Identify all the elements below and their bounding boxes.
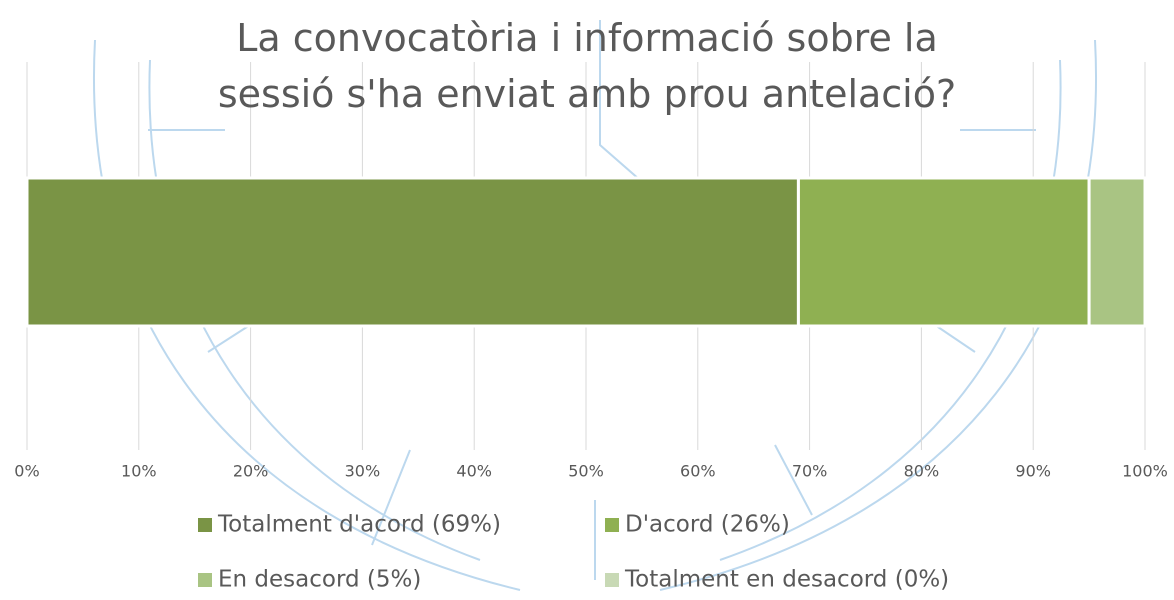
x-tick-label: 90% (1015, 462, 1051, 481)
x-tick-label: 10% (121, 462, 157, 481)
legend-marker (605, 573, 619, 587)
bar-segment (796, 176, 1091, 328)
watermark (93, 20, 1097, 591)
x-tick-label: 40% (456, 462, 492, 481)
legend-label: En desacord (5%) (218, 567, 421, 593)
chart-title: La convocatòria i informació sobre la se… (217, 16, 957, 116)
x-tick-label: 50% (568, 462, 604, 481)
x-tick-label: 30% (345, 462, 381, 481)
legend-marker (198, 573, 212, 587)
legend-label: D'acord (26%) (625, 512, 790, 538)
x-tick-label: 60% (680, 462, 716, 481)
bar-segment (1087, 176, 1147, 328)
x-tick-label: 100% (1122, 462, 1168, 481)
x-tick-label: 70% (792, 462, 828, 481)
x-tick-label: 20% (233, 462, 269, 481)
x-tick-label: 80% (904, 462, 940, 481)
legend-label: Totalment d'acord (69%) (217, 512, 501, 538)
legend-marker (198, 518, 212, 532)
bar-segment (25, 176, 800, 328)
x-tick-label: 0% (14, 462, 39, 481)
legend-label: Totalment en desacord (0%) (624, 567, 949, 593)
legend-marker (605, 518, 619, 532)
